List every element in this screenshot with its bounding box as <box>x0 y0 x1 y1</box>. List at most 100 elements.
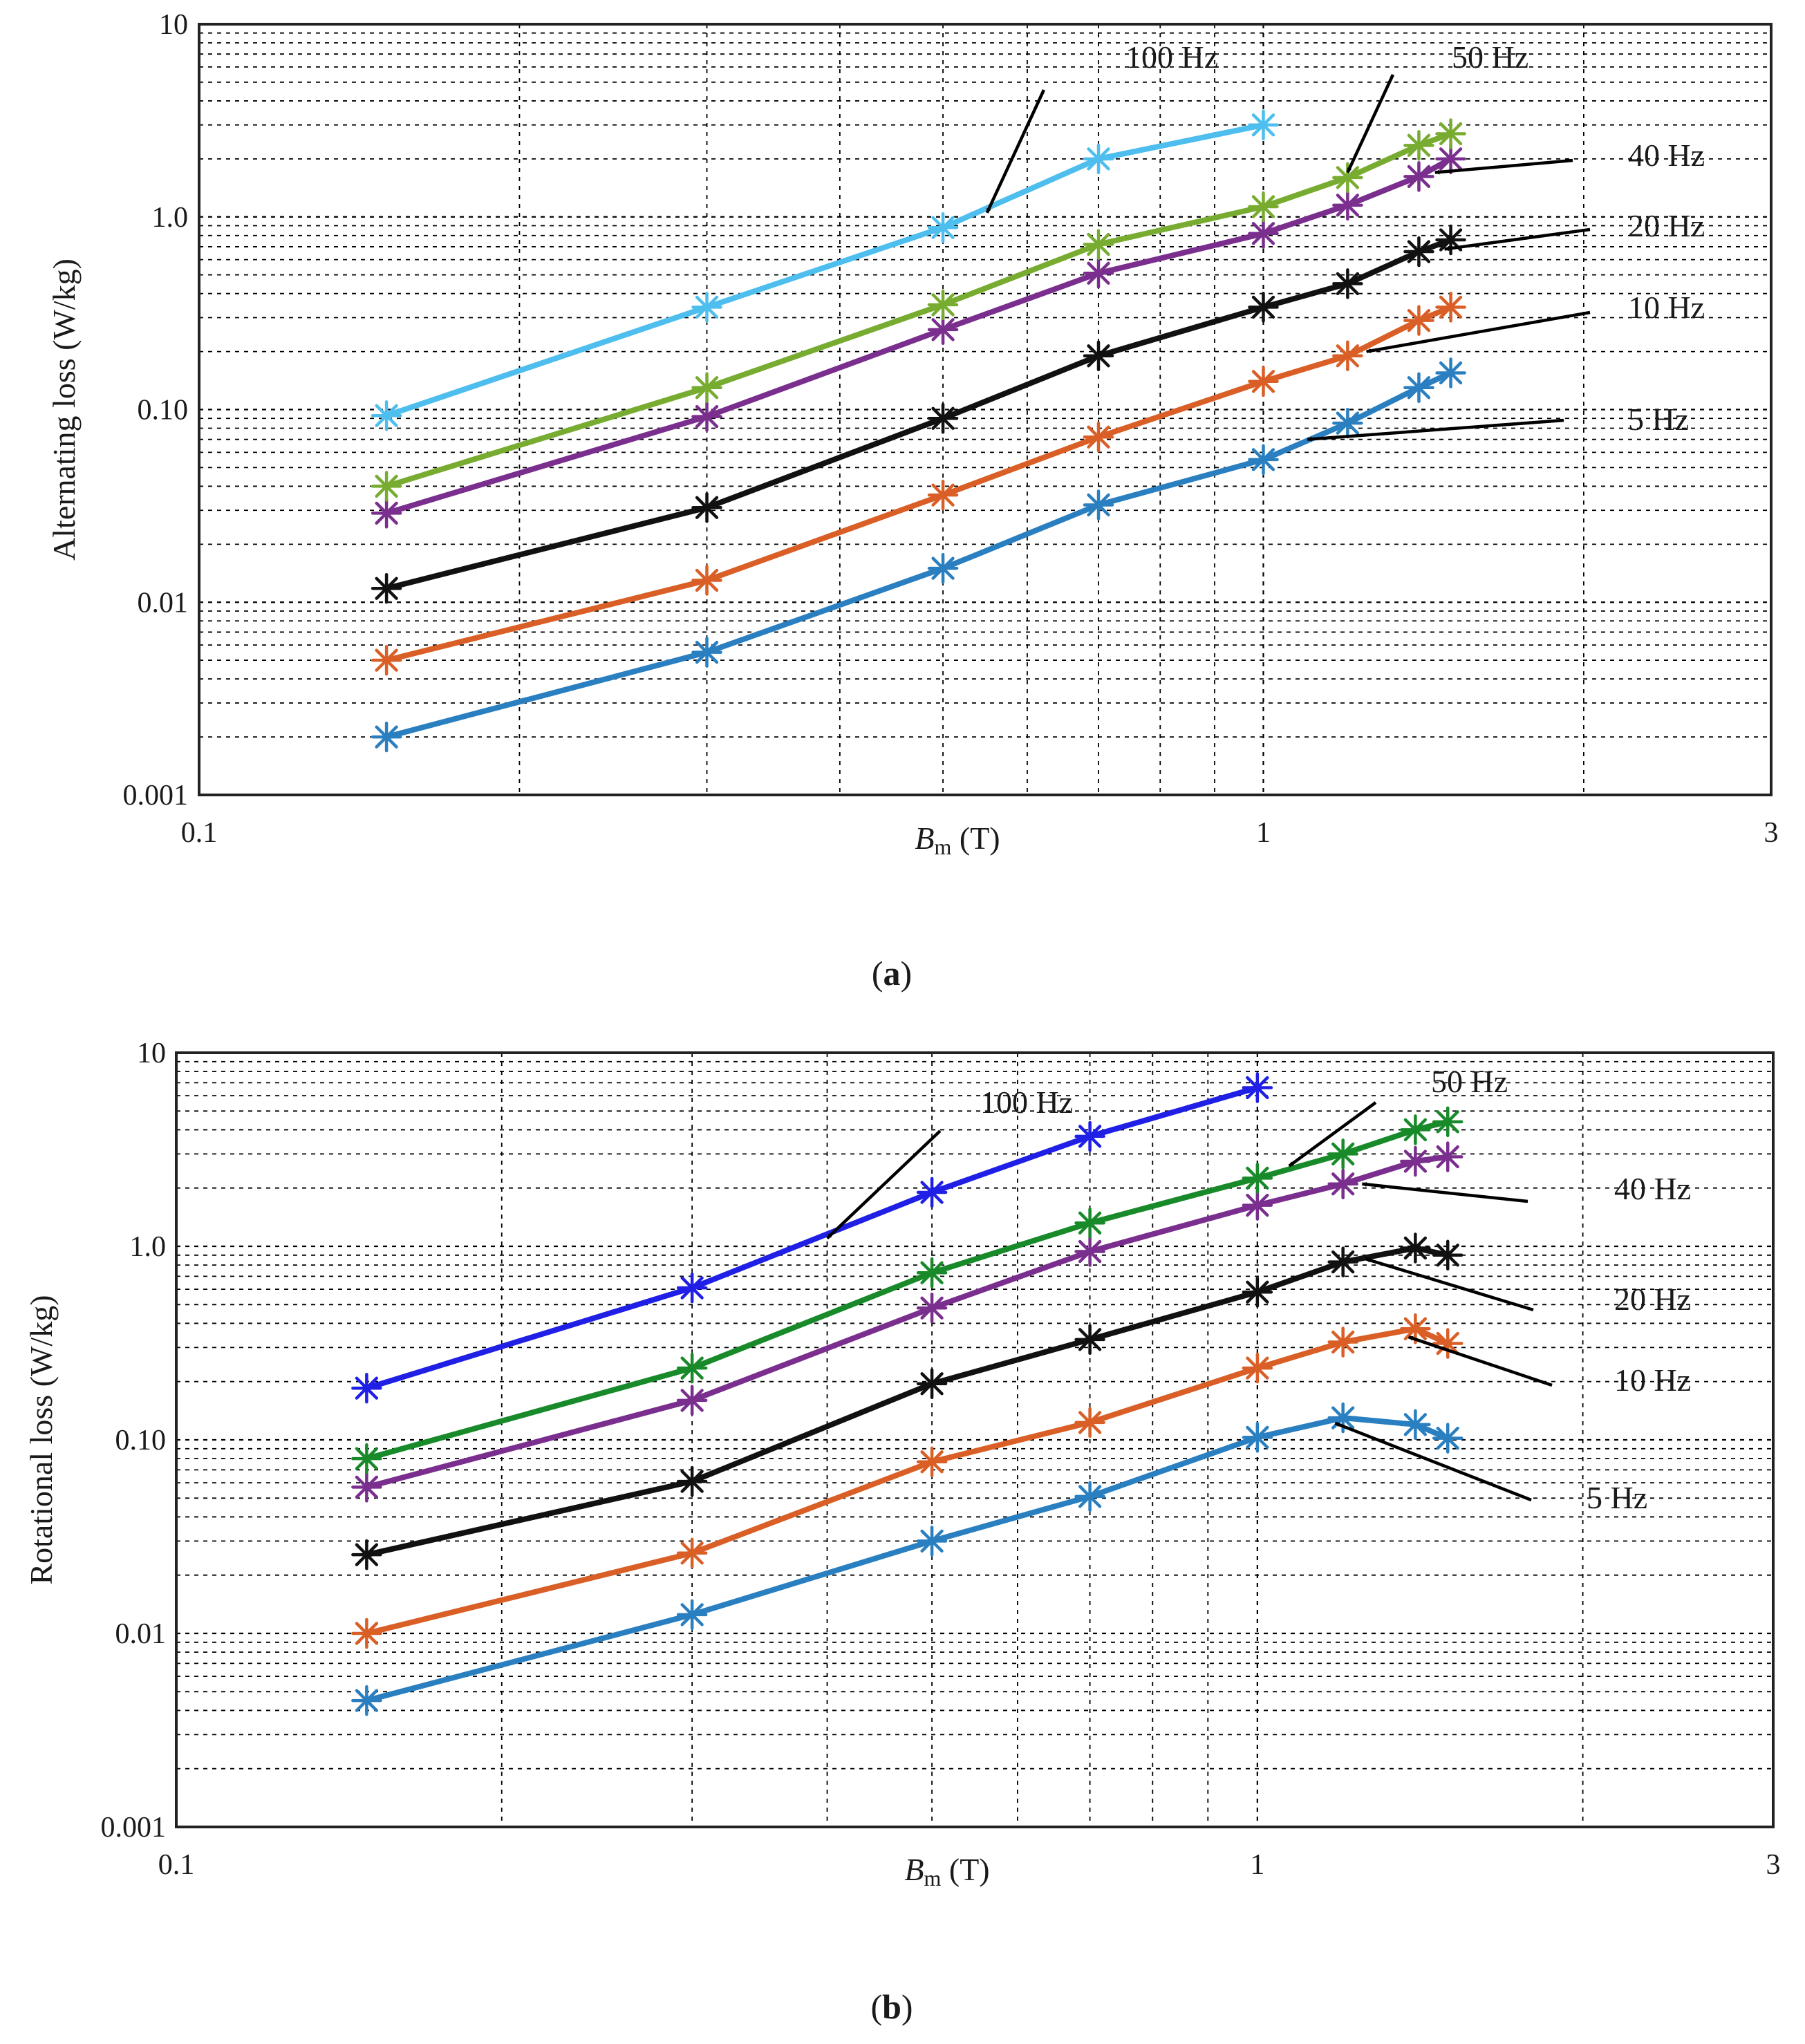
data-point-marker <box>351 1443 382 1474</box>
y-tick-label: 1.0 <box>130 1231 167 1263</box>
series-line <box>384 131 1454 489</box>
data-point-marker <box>1432 1239 1463 1271</box>
data-point-marker <box>1403 130 1434 161</box>
series-10-hz <box>351 1313 1463 1649</box>
data-point-marker <box>1432 1141 1463 1172</box>
annotation-label: 100 Hz <box>980 1085 1073 1120</box>
series-line <box>364 1085 1260 1391</box>
x-axis-symbol: B <box>904 1852 924 1887</box>
data-point-marker <box>1083 143 1114 175</box>
x-tick-label: 0.1 <box>181 817 218 849</box>
annotation-arrow <box>1407 1335 1553 1387</box>
series-40-hz <box>351 1141 1463 1503</box>
x-axis-unit: (T) <box>941 1852 989 1887</box>
data-point-marker <box>1403 236 1434 268</box>
series-line <box>384 370 1454 740</box>
data-point-marker <box>1400 1114 1431 1145</box>
y-tick-label: 0.01 <box>138 587 189 619</box>
data-point-marker <box>371 721 402 753</box>
paren-open: ( <box>872 954 883 993</box>
data-point-marker <box>1327 1168 1358 1200</box>
data-point-marker <box>351 1618 382 1649</box>
annotation-arrow <box>825 1129 942 1240</box>
data-point-marker <box>1400 1145 1431 1177</box>
data-point-marker <box>371 471 402 502</box>
x-axis-subscript: m <box>924 1866 941 1891</box>
data-point-marker <box>1083 422 1114 453</box>
data-point-marker <box>916 1446 948 1478</box>
data-point-marker <box>1074 1407 1105 1438</box>
annotation-label: 50 Hz <box>1431 1064 1508 1099</box>
data-point-marker <box>927 552 959 584</box>
data-point-marker <box>1432 1106 1463 1138</box>
y-axis-title: Rotational loss (W/kg) <box>24 1295 59 1584</box>
data-point-marker <box>916 1257 948 1288</box>
data-point-marker <box>1327 1246 1358 1277</box>
data-point-marker <box>351 1539 382 1570</box>
data-point-marker <box>916 1176 948 1208</box>
paren-open: ( <box>870 1987 882 2026</box>
paren-close: ) <box>901 954 913 993</box>
tick-labels: 0.001 0.01 0.10 1.0 10 0.1 1 3 <box>123 9 1779 849</box>
data-point-marker <box>676 1272 708 1304</box>
data-point-marker <box>1332 162 1363 194</box>
x-tick-label: 3 <box>1766 1849 1781 1881</box>
data-point-marker <box>1332 268 1363 299</box>
annotation-label: 50 Hz <box>1452 39 1528 75</box>
series-20-hz <box>351 1232 1463 1570</box>
data-point-marker <box>1248 444 1279 476</box>
grid <box>199 24 1771 795</box>
data-point-marker <box>1403 305 1434 336</box>
data-point-marker <box>1074 1481 1105 1512</box>
annotation-label: 5 Hz <box>1587 1480 1647 1515</box>
data-point-marker <box>691 492 722 523</box>
panel-label: (b) <box>870 1987 913 2026</box>
data-point-marker <box>691 372 722 403</box>
grid <box>176 1053 1773 1827</box>
annotation-arrow <box>1288 1101 1377 1168</box>
data-point-marker <box>1435 118 1466 149</box>
y-tick-label: 0.10 <box>115 1425 167 1456</box>
annotation-label: 40 Hz <box>1628 138 1705 173</box>
data-point-marker <box>1432 1328 1463 1359</box>
annotations: 100 Hz 50 Hz 40 Hz 20 Hz 10 Hz 5 Hz <box>825 1064 1691 1515</box>
series-100-hz <box>351 1072 1273 1404</box>
data-point-marker <box>927 289 959 321</box>
series-line <box>384 304 1454 664</box>
y-tick-label: 10 <box>159 9 188 41</box>
annotation-arrow <box>985 89 1046 214</box>
annotation-arrow <box>1307 418 1564 442</box>
data-point-marker <box>371 400 402 431</box>
data-point-marker <box>1400 1409 1431 1441</box>
annotation-arrow <box>1361 1181 1528 1203</box>
data-point-marker <box>676 1385 708 1416</box>
series-line <box>384 156 1454 516</box>
tick-labels: 0.001 0.01 0.10 1.0 10 0.1 1 3 <box>101 1038 1781 1881</box>
series-40-hz <box>371 143 1466 529</box>
y-tick-label: 1.0 <box>152 202 189 234</box>
annotation-label: 10 Hz <box>1628 290 1705 325</box>
x-axis-title: Bm (T) <box>904 1852 989 1891</box>
data-point-marker <box>1332 189 1363 221</box>
annotation-arrow <box>1365 310 1591 353</box>
data-point-marker <box>1332 340 1363 372</box>
data-point-marker <box>1248 292 1279 323</box>
panel-letter: a <box>883 954 901 993</box>
series-100-hz <box>371 109 1279 431</box>
data-point-marker <box>927 314 959 346</box>
y-tick-label: 0.01 <box>115 1618 167 1650</box>
data-point-marker <box>1327 1326 1358 1358</box>
series-10-hz <box>371 292 1466 676</box>
data-point-marker <box>1083 340 1114 372</box>
y-tick-label: 0.10 <box>138 395 189 426</box>
data-point-marker <box>676 1537 708 1569</box>
data-point-marker <box>1327 1138 1358 1170</box>
paren-close: ) <box>901 1987 913 2026</box>
data-point-marker <box>927 403 959 434</box>
data-point-marker <box>916 1368 948 1400</box>
data-point-marker <box>1242 1072 1273 1103</box>
series-group <box>371 109 1466 753</box>
x-axis-symbol: B <box>915 821 934 856</box>
series-50-hz <box>351 1106 1463 1474</box>
